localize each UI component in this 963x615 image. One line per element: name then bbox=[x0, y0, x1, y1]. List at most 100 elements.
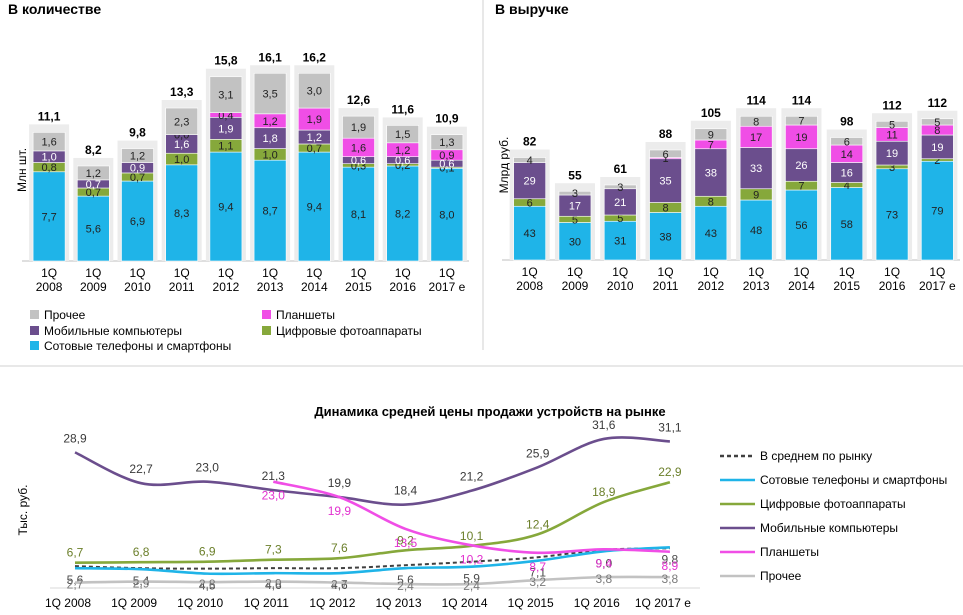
bar-data-label: 0,6 bbox=[439, 159, 454, 171]
bar-data-label: 26 bbox=[795, 160, 807, 172]
bar-data-label: 7 bbox=[798, 116, 804, 128]
bar-data-label: 1,6 bbox=[41, 137, 56, 149]
bar-data-label: 1,2 bbox=[86, 168, 101, 180]
bar-data-label: 8,3 bbox=[174, 208, 189, 220]
bar-data-label: 6 bbox=[527, 198, 533, 210]
bar-segment-phones bbox=[513, 205, 546, 261]
data-label-tablets: 10,2 bbox=[460, 552, 484, 566]
x-tick-label: 1Q bbox=[839, 265, 855, 279]
bar-data-label: 31 bbox=[614, 236, 626, 248]
x-tick-label: 2013 bbox=[743, 279, 770, 293]
data-label-cameras: 18,9 bbox=[592, 485, 616, 499]
bar-data-label: 1,2 bbox=[395, 145, 410, 157]
bar-segment-mobile_pc bbox=[694, 148, 728, 197]
bar-chart-quantity: 7,70,81,01,611,11Q20085,60,70,71,28,21Q2… bbox=[22, 50, 469, 294]
bar-chart-revenue: 436294821Q2008305173551Q2009315213611Q20… bbox=[502, 93, 960, 293]
bar-data-label: 5 bbox=[889, 119, 895, 131]
bar-data-label: 1,6 bbox=[174, 139, 189, 151]
bar-data-label: 7 bbox=[708, 139, 714, 151]
bar-segment-other bbox=[342, 115, 375, 139]
x-tick-label: 2008 bbox=[516, 279, 543, 293]
bar-segment-phones bbox=[649, 212, 682, 261]
legend-label-tablets: Планшеты bbox=[276, 308, 335, 322]
bar-data-label: 79 bbox=[931, 206, 943, 218]
legend-label-phones: Сотовые телефоны и смартфоны bbox=[760, 473, 947, 487]
bar-total-label: 13,3 bbox=[170, 85, 194, 99]
bar-data-label: 8 bbox=[708, 196, 714, 208]
bar-data-label: 43 bbox=[705, 228, 717, 240]
bar-total-label: 114 bbox=[746, 93, 766, 107]
bar-data-label: 1,2 bbox=[130, 151, 145, 163]
data-label-cameras: 22,9 bbox=[658, 465, 682, 479]
bar-segment-other bbox=[513, 157, 546, 163]
series-line-other bbox=[74, 575, 670, 586]
data-label-cameras: 7,6 bbox=[331, 541, 348, 555]
data-label-other: 3,2 bbox=[529, 575, 546, 589]
legend-label-cameras: Цифровые фотоаппараты bbox=[760, 497, 906, 511]
bar-data-label: 1,8 bbox=[262, 133, 277, 145]
bar-data-label: 19 bbox=[931, 142, 943, 154]
bar-data-label: 14 bbox=[841, 149, 853, 161]
bar-data-label: 1,0 bbox=[41, 152, 56, 164]
bar-data-label: 9 bbox=[708, 129, 714, 141]
bar-segment-other bbox=[77, 165, 110, 181]
data-label-phones: 9,0 bbox=[595, 556, 612, 570]
x-tick-label: 1Q 2011 bbox=[244, 596, 289, 610]
data-label-other: 2,9 bbox=[265, 577, 282, 591]
bar-data-label: 3,0 bbox=[307, 86, 322, 98]
bar-segment-phones bbox=[739, 199, 773, 261]
data-label-mobile_pc: 28,9 bbox=[63, 431, 87, 445]
bar-data-label: 8,0 bbox=[439, 210, 454, 222]
x-tick-label: 2008 bbox=[36, 280, 63, 294]
x-tick-label: 1Q bbox=[174, 266, 190, 280]
x-tick-label: 2011 bbox=[653, 279, 679, 293]
bar-total-label: 16,2 bbox=[303, 50, 327, 64]
data-label-cameras: 6,7 bbox=[67, 546, 84, 560]
data-label-mobile_pc: 25,9 bbox=[526, 446, 550, 460]
bar-segment-other bbox=[921, 118, 954, 126]
bar-data-label: 30 bbox=[569, 236, 581, 248]
bar-data-label: 4 bbox=[527, 155, 533, 167]
data-label-phones: 9,8 bbox=[662, 552, 679, 566]
bar-segment-other bbox=[649, 149, 682, 158]
bar-data-label: 3 bbox=[572, 188, 578, 200]
x-tick-label: 1Q bbox=[395, 266, 411, 280]
bar-data-label: 8 bbox=[753, 116, 759, 128]
bar-data-label: 9,4 bbox=[218, 202, 233, 214]
data-label-mobile_pc: 21,3 bbox=[262, 469, 286, 483]
x-tick-label: 1Q bbox=[85, 266, 101, 280]
bar-legend: Прочее Мобильные компьютеры Сотовые теле… bbox=[30, 308, 422, 353]
chart-title-revenue: В выручке bbox=[495, 1, 569, 17]
bar-data-label: 3,5 bbox=[262, 89, 277, 101]
x-tick-label: 1Q 2012 bbox=[309, 596, 355, 610]
bar-data-label: 1,1 bbox=[218, 141, 233, 153]
bar-data-label: 1,9 bbox=[307, 114, 322, 126]
data-label-other: 2,4 bbox=[463, 579, 480, 593]
data-label-mobile_pc: 18,4 bbox=[394, 484, 418, 498]
bar-data-label: 0,7 bbox=[86, 187, 101, 199]
data-label-other: 3,8 bbox=[595, 572, 612, 586]
legend-swatch-cameras bbox=[262, 326, 271, 335]
bar-total-label: 112 bbox=[928, 96, 948, 110]
bar-data-label: 9,4 bbox=[307, 202, 322, 214]
data-label-other: 2,4 bbox=[397, 579, 414, 593]
bar-segment-phones bbox=[603, 220, 637, 261]
bar-segment-phones bbox=[297, 151, 331, 262]
bar-segment-mobile_pc bbox=[785, 148, 818, 182]
bar-segment-other bbox=[739, 115, 773, 127]
bar-segment-other bbox=[603, 184, 637, 190]
bar-data-label: 43 bbox=[524, 228, 536, 240]
bar-segment-other bbox=[297, 72, 331, 109]
legend-swatch-other bbox=[30, 310, 39, 319]
legend-label-cameras: Цифровые фотоаппараты bbox=[276, 324, 422, 338]
x-tick-label: 2014 bbox=[301, 280, 328, 294]
bar-data-label: 2,3 bbox=[174, 116, 189, 128]
bar-segment-other bbox=[694, 128, 728, 141]
bar-data-label: 8 bbox=[662, 203, 668, 215]
bar-data-label: 19 bbox=[886, 148, 898, 160]
data-label-mobile_pc: 22,7 bbox=[129, 462, 153, 476]
bar-segment-phones bbox=[386, 165, 420, 262]
bar-data-label: 35 bbox=[659, 176, 671, 188]
x-tick-label: 1Q 2017 е bbox=[635, 596, 691, 610]
data-label-mobile_pc: 19,9 bbox=[328, 476, 352, 490]
